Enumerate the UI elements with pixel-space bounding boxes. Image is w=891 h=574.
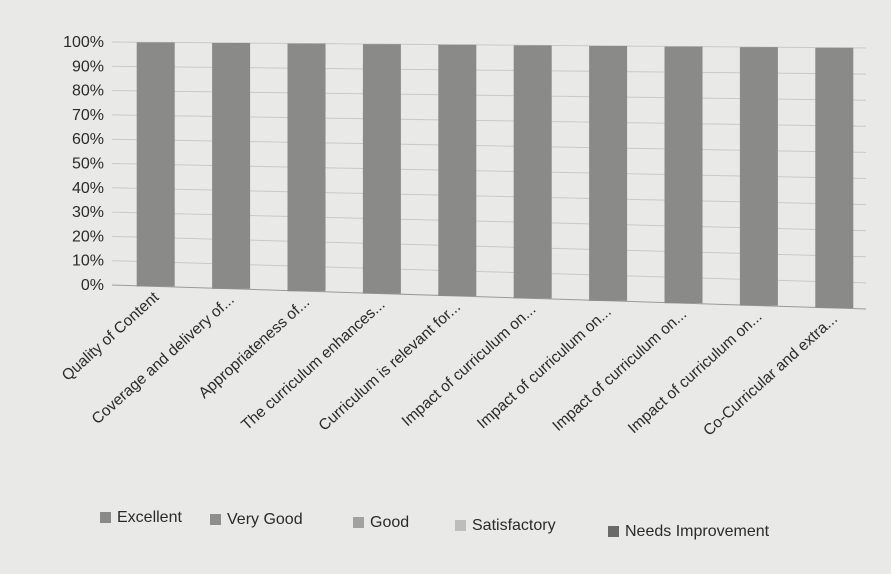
- legend-swatch: [608, 526, 619, 537]
- bar-segment: [815, 48, 853, 308]
- x-category-label: Impact of curriculum on...: [474, 303, 615, 432]
- bar-segment: [514, 45, 552, 298]
- legend-swatch: [100, 512, 111, 523]
- bar-segment: [212, 43, 250, 289]
- y-tick-label: 80%: [72, 83, 104, 100]
- bar-segment: [665, 47, 703, 304]
- y-tick-label: 50%: [72, 156, 104, 173]
- y-tick-label: 70%: [72, 107, 104, 124]
- x-category-label: The curriculum enhances...: [238, 296, 388, 434]
- x-category-label: Co-Curricular and extra...: [700, 310, 841, 439]
- x-category-label: Curriculum is relevant for...: [316, 298, 464, 434]
- y-tick-label: 30%: [72, 204, 104, 221]
- legend: Excellent Very Good Good Satisfactory Needs …: [100, 509, 770, 540]
- y-tick-label: 100%: [63, 34, 104, 51]
- x-category-label: Impact of curriculum on...: [549, 306, 690, 435]
- legend-label: Very Good: [227, 511, 303, 528]
- bar-segment: [589, 46, 627, 301]
- legend-label: Needs Improvement: [625, 523, 770, 540]
- bar-layer: [137, 42, 854, 308]
- y-tick-label: 0%: [81, 277, 104, 294]
- bar-segment: [363, 44, 401, 293]
- bar-segment: [438, 45, 476, 296]
- legend-swatch: [455, 520, 466, 531]
- legend-swatch: [210, 514, 221, 525]
- legend-label: Good: [370, 514, 409, 531]
- y-tick-label: 10%: [72, 253, 104, 270]
- legend-label: Excellent: [117, 509, 182, 526]
- bar-segment: [137, 42, 175, 286]
- y-tick-label: 20%: [72, 228, 104, 245]
- x-category-label: Coverage and delivery of...: [89, 291, 238, 428]
- x-category-label: Impact of curriculum on...: [625, 308, 766, 437]
- y-axis-ticks: 0% 10% 20% 30% 40% 50% 60% 70% 80% 90% 100%: [63, 34, 104, 294]
- legend-label: Satisfactory: [472, 517, 556, 534]
- bar-segment: [740, 47, 778, 305]
- legend-swatch: [353, 517, 364, 528]
- y-tick-label: 90%: [72, 58, 104, 75]
- bar-segment: [288, 44, 326, 292]
- y-tick-label: 60%: [72, 131, 104, 148]
- x-category-label: Impact of curriculum on...: [399, 301, 540, 430]
- y-tick-label: 40%: [72, 180, 104, 197]
